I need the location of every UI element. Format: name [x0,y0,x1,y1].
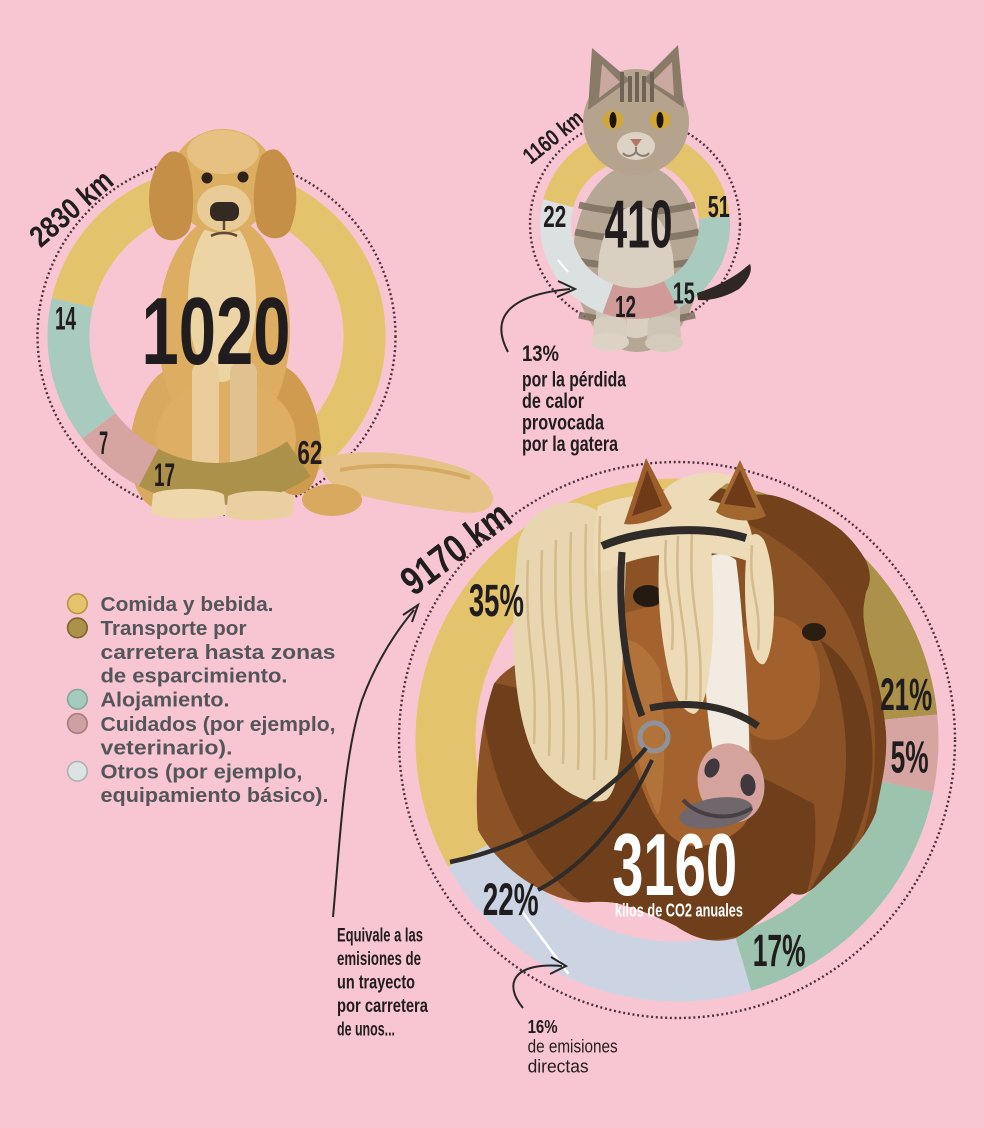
svg-text:7: 7 [99,425,108,461]
svg-text:de unos...: de unos... [337,1020,395,1041]
svg-text:de calor: de calor [522,390,584,413]
svg-text:Alojamiento.: Alojamiento. [101,689,230,712]
svg-text:17: 17 [154,457,175,493]
svg-text:de emisiones: de emisiones [528,1037,618,1057]
svg-text:Otros (por ejemplo,: Otros (por ejemplo, [101,761,303,784]
svg-text:3160: 3160 [612,815,737,914]
svg-text:51: 51 [708,189,730,224]
svg-text:equipamiento básico).: equipamiento básico). [101,784,329,807]
svg-text:directas: directas [528,1056,589,1076]
svg-text:17%: 17% [753,925,806,976]
svg-text:carretera hasta zonas: carretera hasta zonas [101,641,336,664]
svg-text:Equivale a las: Equivale a las [337,926,423,947]
svg-text:Comida y bebida.: Comida y bebida. [101,593,274,616]
svg-text:emisiones de: emisiones de [337,949,421,970]
svg-text:14: 14 [55,301,76,337]
svg-text:un trayecto: un trayecto [337,973,415,994]
svg-text:15: 15 [673,276,695,311]
svg-text:22%: 22% [483,874,539,925]
svg-text:21%: 21% [880,669,932,720]
svg-text:16%: 16% [528,1017,558,1037]
svg-text:22: 22 [543,199,566,234]
svg-text:12: 12 [615,289,636,324]
svg-text:62: 62 [297,434,322,471]
svg-text:5%: 5% [891,732,929,783]
svg-text:veterinario).: veterinario). [101,736,233,759]
svg-text:por carretera: por carretera [337,996,428,1017]
svg-text:13%: 13% [522,341,559,366]
svg-text:de esparcimiento.: de esparcimiento. [101,664,288,687]
svg-text:Transporte por: Transporte por [101,617,247,640]
svg-text:35%: 35% [469,575,524,626]
svg-text:kilos de CO2 anuales: kilos de CO2 anuales [615,901,743,921]
svg-text:por la gatera: por la gatera [522,433,618,456]
svg-text:por la pérdida: por la pérdida [522,369,626,392]
svg-text:Cuidados (por ejemplo,: Cuidados (por ejemplo, [101,713,336,736]
svg-text:provocada: provocada [522,412,604,435]
svg-text:410: 410 [605,186,673,262]
svg-text:1020: 1020 [142,278,291,385]
